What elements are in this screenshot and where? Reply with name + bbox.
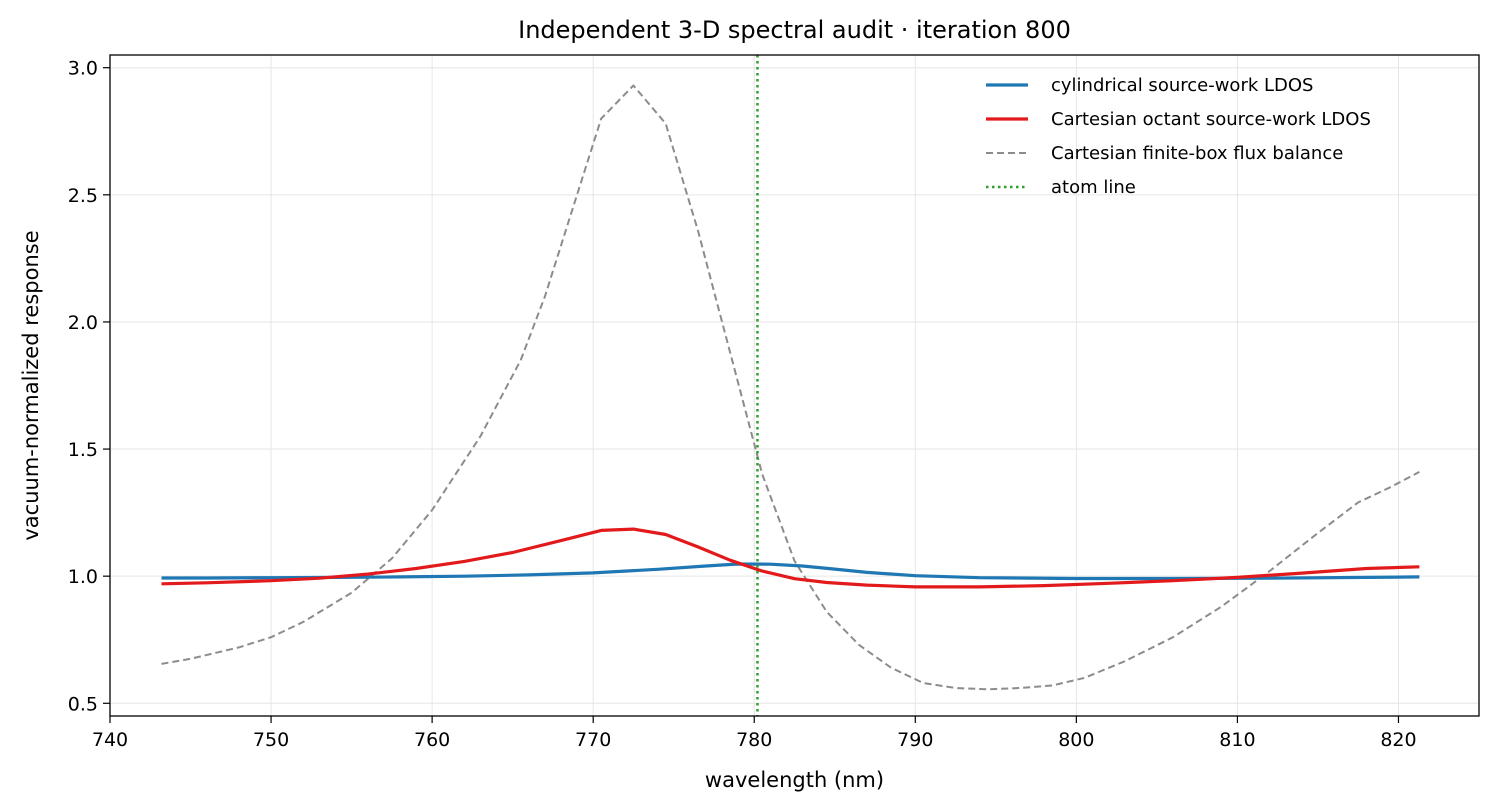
legend-label-2: Cartesian finite-box flux balance <box>1051 143 1343 164</box>
x-axis-label: wavelength (nm) <box>705 768 884 792</box>
legend-label-0: cylindrical source-work LDOS <box>1051 75 1313 96</box>
y-tick-label: 3.0 <box>68 58 98 80</box>
x-tick-label: 760 <box>414 729 450 751</box>
y-tick-label: 2.0 <box>68 312 98 334</box>
legend-label-1: Cartesian octant source-work LDOS <box>1051 109 1371 130</box>
x-tick-label: 820 <box>1380 729 1416 751</box>
y-tick-label: 1.5 <box>68 439 98 461</box>
legend-label-3: atom line <box>1051 177 1136 198</box>
x-tick-label: 800 <box>1058 729 1094 751</box>
x-tick-label: 750 <box>253 729 289 751</box>
x-tick-label: 780 <box>736 729 772 751</box>
series-line-2 <box>161 84 1420 691</box>
x-tick-label: 770 <box>575 729 611 751</box>
x-tick-label: 740 <box>92 729 128 751</box>
x-tick-label: 790 <box>897 729 933 751</box>
legend: cylindrical source-work LDOS Cartesian oc… <box>986 75 1371 198</box>
y-tick-label: 2.5 <box>68 185 98 207</box>
y-tick-label: 0.5 <box>68 693 98 715</box>
plot-frame <box>109 54 1480 717</box>
series-line-0 <box>161 562 1420 581</box>
x-tick-label: 810 <box>1219 729 1255 751</box>
plot-series <box>161 55 1420 716</box>
y-axis-label: vacuum-normalized response <box>19 230 43 540</box>
series-line-1 <box>161 527 1420 589</box>
y-tick-label: 1.0 <box>68 566 98 588</box>
chart-title: Independent 3-D spectral audit · iterati… <box>518 16 1071 44</box>
axis-ticks: 740 750 760 770 780 790 800 810 820 0.5 1.0 1.5 2.0 2… <box>68 58 1417 751</box>
